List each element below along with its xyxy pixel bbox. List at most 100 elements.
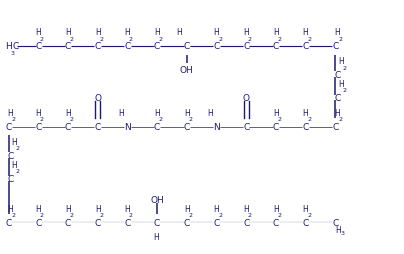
Text: 2: 2 [99, 212, 103, 217]
Text: H: H [154, 109, 160, 118]
Text: H: H [36, 28, 41, 37]
Text: H: H [176, 28, 182, 37]
Text: C: C [35, 122, 42, 132]
Text: H: H [7, 204, 13, 213]
Text: C: C [8, 174, 14, 183]
Text: C: C [95, 218, 101, 227]
Text: 2: 2 [16, 146, 20, 151]
Text: H: H [5, 42, 12, 51]
Text: 2: 2 [69, 37, 74, 42]
Text: C: C [213, 218, 219, 227]
Text: 2: 2 [40, 37, 44, 42]
Text: C: C [334, 71, 340, 80]
Text: H: H [243, 28, 249, 37]
Text: 2: 2 [343, 66, 347, 70]
Text: C: C [8, 151, 14, 160]
Text: C: C [213, 42, 219, 51]
Text: C: C [65, 218, 71, 227]
Text: N: N [213, 122, 220, 132]
Text: H: H [184, 109, 189, 118]
Text: C: C [65, 42, 71, 51]
Text: 2: 2 [40, 212, 44, 217]
Text: H: H [273, 204, 279, 213]
Text: H: H [207, 109, 213, 118]
Text: C: C [95, 42, 101, 51]
Text: C: C [243, 122, 249, 132]
Text: H: H [338, 80, 344, 89]
Text: 2: 2 [188, 212, 192, 217]
Text: O: O [94, 94, 101, 103]
Text: C: C [95, 122, 101, 132]
Text: 3: 3 [11, 51, 15, 56]
Text: H: H [7, 109, 13, 118]
Text: H: H [303, 109, 308, 118]
Text: 2: 2 [188, 117, 192, 122]
Text: H: H [65, 28, 71, 37]
Text: H: H [124, 28, 130, 37]
Text: C: C [334, 94, 340, 103]
Text: 2: 2 [159, 117, 163, 122]
Text: H: H [65, 109, 71, 118]
Text: 2: 2 [16, 168, 20, 173]
Text: H: H [303, 204, 308, 213]
Text: C: C [332, 42, 338, 51]
Text: 2: 2 [307, 212, 311, 217]
Text: 3: 3 [341, 230, 345, 235]
Text: C: C [184, 218, 190, 227]
Text: C: C [184, 122, 190, 132]
Text: C: C [13, 42, 19, 51]
Text: C: C [243, 218, 249, 227]
Text: OH: OH [150, 195, 164, 204]
Text: H: H [154, 28, 160, 37]
Text: 2: 2 [218, 37, 222, 42]
Text: C: C [243, 42, 249, 51]
Text: 2: 2 [339, 37, 343, 42]
Text: H: H [338, 57, 344, 66]
Text: 2: 2 [339, 117, 343, 122]
Text: H: H [36, 204, 41, 213]
Text: C: C [273, 218, 279, 227]
Text: 2: 2 [12, 212, 16, 217]
Text: 2: 2 [307, 37, 311, 42]
Text: C: C [124, 218, 130, 227]
Text: H: H [214, 204, 219, 213]
Text: H: H [336, 225, 341, 234]
Text: H: H [335, 109, 340, 118]
Text: H: H [95, 204, 101, 213]
Text: H: H [273, 28, 279, 37]
Text: H: H [243, 204, 249, 213]
Text: H: H [273, 109, 279, 118]
Text: 2: 2 [278, 117, 282, 122]
Text: H: H [184, 204, 189, 213]
Text: 2: 2 [99, 37, 103, 42]
Text: 2: 2 [12, 117, 16, 122]
Text: 2: 2 [343, 88, 347, 93]
Text: C: C [6, 122, 12, 132]
Text: 2: 2 [248, 212, 252, 217]
Text: C: C [65, 122, 71, 132]
Text: C: C [35, 218, 42, 227]
Text: C: C [332, 218, 338, 227]
Text: C: C [273, 122, 279, 132]
Text: C: C [302, 218, 309, 227]
Text: 2: 2 [159, 37, 163, 42]
Text: 2: 2 [307, 117, 311, 122]
Text: OH: OH [180, 66, 194, 75]
Text: 2: 2 [278, 37, 282, 42]
Text: H: H [214, 28, 219, 37]
Text: C: C [154, 122, 160, 132]
Text: C: C [184, 42, 190, 51]
Text: N: N [124, 122, 131, 132]
Text: 2: 2 [278, 212, 282, 217]
Text: 2: 2 [40, 117, 44, 122]
Text: H: H [36, 109, 41, 118]
Text: 2: 2 [218, 212, 222, 217]
Text: 2: 2 [248, 37, 252, 42]
Text: C: C [273, 42, 279, 51]
Text: C: C [332, 122, 338, 132]
Text: C: C [302, 122, 309, 132]
Text: 2: 2 [129, 37, 133, 42]
Text: H: H [11, 160, 17, 169]
Text: C: C [6, 218, 12, 227]
Text: H: H [65, 204, 71, 213]
